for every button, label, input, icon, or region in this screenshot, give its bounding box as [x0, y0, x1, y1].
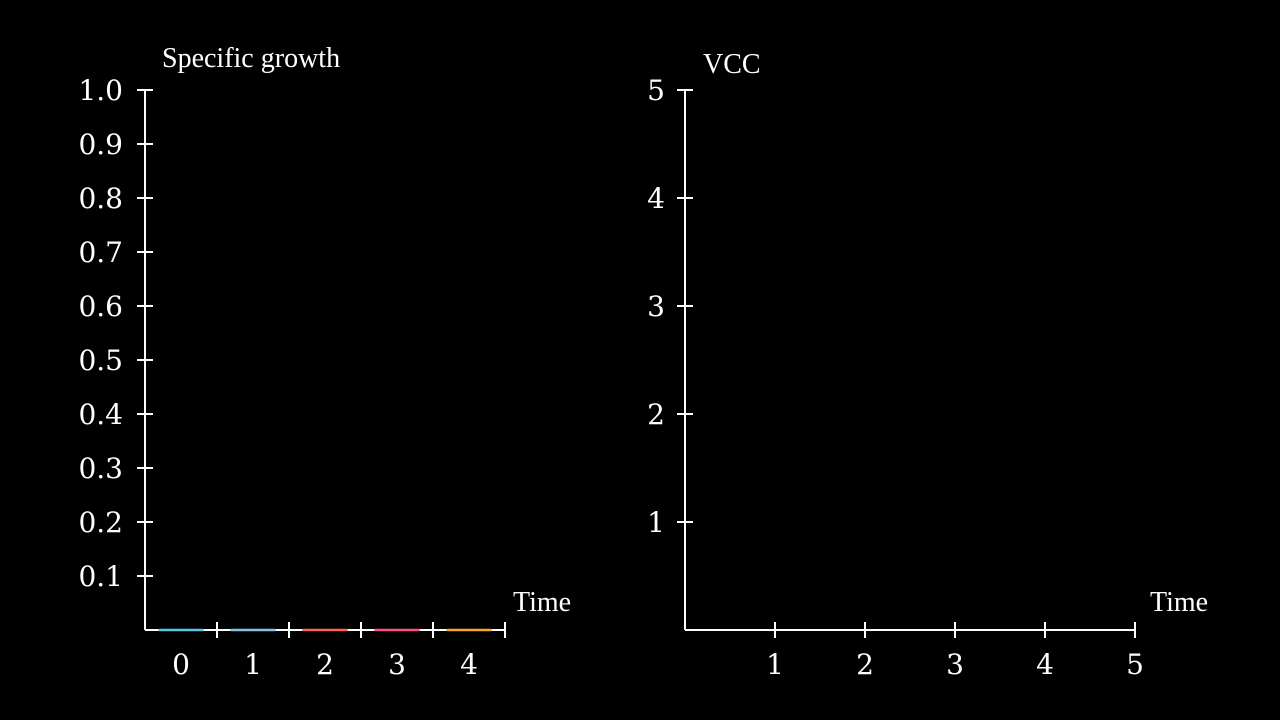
- growth-y-tick-label: 0.3: [78, 452, 123, 485]
- vcc-x-tick-label: 2: [856, 648, 874, 681]
- vcc-chart: VCC 1 2 3 4 5 1 2 3 4 5 Time: [647, 49, 1208, 681]
- vcc-x-tick-label: 1: [766, 648, 784, 681]
- growth-y-tick-label: 0.4: [78, 398, 123, 431]
- vcc-x-tick-label: 3: [946, 648, 964, 681]
- growth-y-tick-label: 0.8: [78, 182, 123, 215]
- vcc-y-tick-label: 5: [647, 74, 665, 107]
- growth-x-tick-label: 3: [388, 648, 406, 681]
- vcc-x-tick-label: 5: [1126, 648, 1144, 681]
- growth-y-tick-label: 0.7: [78, 236, 123, 269]
- growth-x-tick-label: 2: [316, 648, 334, 681]
- vcc-x-tick-label: 4: [1036, 648, 1054, 681]
- vcc-chart-title: VCC: [703, 49, 761, 80]
- vcc-y-tick-label: 2: [647, 398, 665, 431]
- growth-y-tick-label: 1.0: [78, 74, 123, 107]
- vcc-x-axis-label: Time: [1150, 587, 1208, 618]
- vcc-y-tick-label: 1: [647, 506, 665, 539]
- growth-x-ticks: 0 1 2 3 4: [172, 622, 506, 681]
- growth-chart-title: Specific growth: [162, 43, 340, 74]
- growth-y-tick-label: 0.1: [78, 560, 123, 593]
- vcc-x-ticks: 1 2 3 4 5: [766, 622, 1144, 681]
- vcc-y-tick-label: 3: [647, 290, 665, 323]
- growth-x-axis-label: Time: [513, 587, 571, 618]
- growth-chart: Specific growth 0.1 0.2 0.3 0.4 0.5 0.6 0.7 0.8…: [78, 43, 571, 681]
- growth-y-ticks: 0.1 0.2 0.3 0.4 0.5 0.6 0.7 0.8 0.9 1.0: [78, 74, 153, 593]
- vcc-y-ticks: 1 2 3 4 5: [647, 74, 693, 539]
- growth-x-tick-label: 0: [172, 648, 190, 681]
- vcc-y-tick-label: 4: [647, 182, 665, 215]
- growth-x-tick-label: 4: [460, 648, 478, 681]
- growth-y-tick-label: 0.2: [78, 506, 123, 539]
- growth-y-tick-label: 0.6: [78, 290, 123, 323]
- growth-x-tick-label: 1: [244, 648, 262, 681]
- growth-y-tick-label: 0.9: [78, 128, 123, 161]
- growth-y-tick-label: 0.5: [78, 344, 123, 377]
